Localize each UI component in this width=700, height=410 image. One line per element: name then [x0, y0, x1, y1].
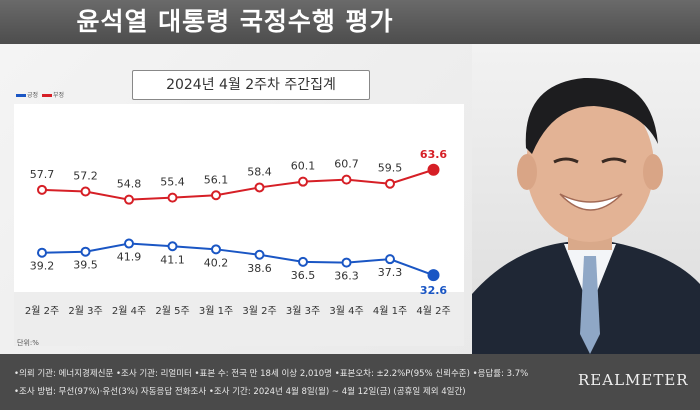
data-point-negative [80, 186, 91, 197]
x-tick-label: 4월 1주 [373, 305, 407, 317]
data-label-negative: 60.1 [291, 160, 316, 173]
x-tick-label: 2월 5주 [155, 305, 189, 317]
data-label-positive: 32.6 [420, 284, 447, 297]
unit-label: 단위:% [17, 339, 39, 347]
data-point-positive [211, 244, 221, 255]
x-axis-band [14, 292, 464, 346]
data-label-negative: 56.1 [204, 173, 229, 186]
data-label-negative: 63.6 [420, 148, 447, 161]
data-point-negative [211, 190, 221, 201]
data-label-negative: 58.4 [247, 165, 272, 178]
data-label-positive: 41.9 [117, 251, 142, 264]
data-point-positive [37, 247, 47, 258]
data-label-negative: 54.8 [117, 178, 142, 191]
data-label-positive: 37.3 [378, 266, 403, 279]
data-point-negative [254, 182, 265, 193]
data-label-negative: 55.4 [160, 176, 185, 189]
data-point-positive [341, 257, 352, 268]
x-tick-label: 3월 4주 [329, 305, 363, 317]
footer-survey-info: •의뢰 기관: 에너지경제신문 •조사 기관: 리얼미터 •표본 수: 전국 만… [14, 369, 529, 379]
title-bar: 윤석열 대통령 국정수행 평가 [0, 0, 700, 44]
data-point-negative [385, 178, 395, 189]
data-label-negative: 57.7 [30, 168, 55, 181]
legend-swatch-positive [16, 94, 26, 97]
series-line-positive [41, 242, 434, 277]
legend-swatch-negative [41, 94, 52, 97]
portrait-photo [472, 44, 700, 354]
chart-legend: 긍정 부정 [16, 90, 64, 99]
chart-area: 57.7 57.2 54.8 55.4 56.1 58.4 60.1 60.7 59.5 63.6… [14, 104, 464, 346]
data-point-negative [37, 184, 47, 195]
data-point-negative [167, 192, 178, 203]
data-label-positive: 38.6 [247, 262, 272, 275]
data-label-negative: 59.5 [378, 162, 403, 175]
data-point-positive [427, 269, 440, 282]
x-tick-label: 4월 2주 [416, 305, 450, 317]
chart-subtitle: 2024년 4월 2주차 주간집계 [132, 70, 370, 100]
x-tick-label: 3월 1주 [199, 305, 233, 317]
x-tick-label: 3월 2주 [242, 305, 276, 317]
data-point-positive [298, 256, 308, 267]
legend-label-negative: 부정 [52, 92, 65, 99]
data-label-positive: 40.2 [204, 256, 229, 269]
footer-method-info: •조사 방법: 무선(97%)·유선(3%) 자동응답 전화조사 •조사 기간:… [14, 387, 466, 397]
x-tick-label: 3월 3주 [286, 305, 320, 317]
data-point-positive [124, 238, 134, 249]
footer: •의뢰 기관: 에너지경제신문 •조사 기관: 리얼미터 •표본 수: 전국 만… [0, 354, 700, 410]
legend-label-positive: 긍정 [27, 92, 39, 99]
series-line-negative [41, 168, 434, 201]
data-label-positive: 39.5 [73, 259, 98, 272]
data-point-negative [427, 163, 440, 176]
data-label-positive: 36.5 [291, 269, 316, 282]
data-point-positive [254, 249, 265, 260]
data-label-negative: 57.2 [73, 170, 98, 183]
x-tick-label: 2월 4주 [112, 305, 146, 317]
data-point-positive [167, 241, 178, 252]
data-label-positive: 39.2 [30, 260, 55, 273]
data-point-negative [124, 194, 134, 205]
x-tick-label: 2월 3주 [68, 305, 102, 317]
data-point-negative [341, 174, 352, 185]
data-point-positive [385, 254, 395, 265]
x-tick-label: 2월 2주 [25, 305, 59, 317]
data-point-positive [80, 246, 91, 257]
data-label-negative: 60.7 [334, 158, 359, 171]
realmeter-logo: REALMETER [578, 371, 689, 389]
data-label-positive: 36.3 [334, 270, 359, 283]
page-title: 윤석열 대통령 국정수행 평가 [76, 7, 394, 36]
line-chart: 57.7 57.2 54.8 55.4 56.1 58.4 60.1 60.7 59.5 63.6… [14, 148, 464, 346]
data-point-negative [298, 176, 308, 187]
portrait-illustration [472, 44, 700, 354]
data-label-positive: 41.1 [160, 253, 185, 266]
